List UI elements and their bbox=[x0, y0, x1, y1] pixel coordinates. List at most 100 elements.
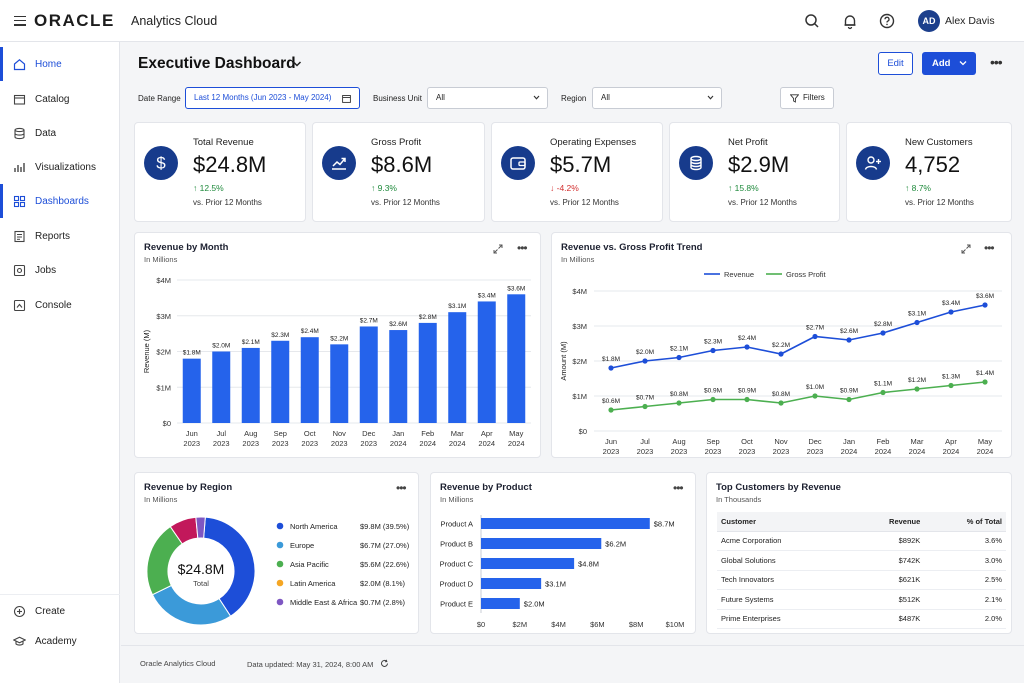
bar-value-label: $3.4M bbox=[478, 292, 496, 299]
card-subtitle: In Millions bbox=[144, 495, 178, 504]
x-tick-label: 2023 bbox=[242, 439, 259, 448]
bar bbox=[481, 538, 602, 549]
customer-revenue: $512K bbox=[851, 589, 925, 610]
column-header[interactable]: % of Total bbox=[924, 512, 1006, 532]
sidebar-item-dashboards[interactable]: Dashboards bbox=[0, 184, 120, 218]
more-options-icon[interactable]: ••• bbox=[396, 481, 407, 495]
kpi-change: ↓ -4.2% bbox=[550, 183, 579, 193]
y-tick-label: $3M bbox=[572, 322, 587, 331]
bar bbox=[389, 330, 408, 423]
data-point bbox=[710, 396, 716, 403]
kpi-change: ↑ 8.7% bbox=[905, 183, 931, 193]
more-options-icon[interactable]: ••• bbox=[517, 241, 528, 255]
table-row[interactable]: Global Solutions $742K 3.0% bbox=[717, 550, 1006, 571]
avatar[interactable]: AD bbox=[918, 10, 940, 32]
kpi-card-operating-expenses[interactable]: Operating Expenses $5.7M ↓ -4.2% vs. Pri… bbox=[491, 122, 663, 222]
filters-button[interactable]: Filters bbox=[780, 87, 834, 109]
top-customers-card: Top Customers by Revenue In Thousands Cu… bbox=[706, 472, 1012, 634]
point-value-label: $2.6M bbox=[840, 328, 858, 335]
more-options-icon[interactable]: ••• bbox=[990, 54, 1003, 70]
kpi-title: Gross Profit bbox=[371, 137, 422, 148]
data-point bbox=[812, 393, 818, 399]
x-tick-label: 2024 bbox=[977, 447, 994, 456]
x-tick-label: 2023 bbox=[739, 447, 756, 456]
x-tick-label: Nov bbox=[333, 429, 347, 438]
sidebar-item-data[interactable]: Data bbox=[0, 123, 120, 145]
region-select[interactable]: All bbox=[592, 87, 722, 109]
table-row[interactable]: Future Systems $512K 2.1% bbox=[717, 589, 1006, 610]
kpi-card-total-revenue[interactable]: $ Total Revenue $24.8M ↑ 12.5% vs. Prior… bbox=[134, 122, 306, 222]
sidebar-item-create[interactable]: Create bbox=[0, 601, 120, 623]
sidebar-item-visualizations[interactable]: Visualizations bbox=[0, 157, 120, 179]
data-point bbox=[676, 400, 682, 406]
more-options-icon[interactable]: ••• bbox=[673, 481, 684, 495]
expand-icon[interactable] bbox=[961, 244, 971, 254]
sidebar-item-home[interactable]: Home bbox=[0, 47, 120, 81]
dollar-icon: $ bbox=[144, 146, 178, 180]
bar-value-label: $3.6M bbox=[507, 285, 525, 292]
point-value-label: $2.3M bbox=[704, 339, 722, 346]
table-row[interactable]: Tech Innovators $621K 2.5% bbox=[717, 570, 1006, 590]
bar bbox=[477, 301, 496, 423]
sidebar-item-label: Create bbox=[35, 606, 66, 617]
top-header: ORACLE Analytics Cloud AD Alex Davis bbox=[0, 0, 1024, 42]
hamburger-menu-icon[interactable] bbox=[14, 13, 26, 29]
card-subtitle: In Millions bbox=[144, 255, 178, 264]
chevron-down-icon[interactable] bbox=[292, 60, 302, 68]
point-value-label: $3.4M bbox=[942, 300, 960, 307]
refresh-icon[interactable] bbox=[380, 659, 389, 668]
sidebar-item-reports[interactable]: Reports bbox=[0, 226, 120, 248]
table-row[interactable]: Prime Enterprises $487K 2.0% bbox=[717, 609, 1006, 629]
user-name[interactable]: Alex Davis bbox=[945, 15, 995, 27]
kpi-card-net-profit[interactable]: Net Profit $2.9M ↑ 15.8% vs. Prior 12 Mo… bbox=[669, 122, 840, 222]
kpi-comparison: vs. Prior 12 Months bbox=[371, 198, 440, 207]
kpi-card-new-customers[interactable]: New Customers 4,752 ↑ 8.7% vs. Prior 12 … bbox=[846, 122, 1012, 222]
search-icon[interactable] bbox=[803, 12, 821, 30]
date-range-value: Last 12 Months (Jun 2023 - May 2024) bbox=[194, 93, 332, 102]
x-tick-label: Apr bbox=[481, 429, 493, 438]
console-icon bbox=[13, 299, 26, 312]
revenue-profit-trend-chart: $0 $1M $2M $3M $4M Amount (M) Revenue Gross Pro… bbox=[559, 270, 1002, 456]
sidebar-item-academy[interactable]: Academy bbox=[0, 631, 120, 653]
customer-revenue: $742K bbox=[851, 550, 925, 571]
sidebar-item-label: Console bbox=[35, 300, 72, 311]
column-header[interactable]: Revenue bbox=[851, 512, 925, 532]
kpi-change: ↑ 9.3% bbox=[371, 183, 397, 193]
point-value-label: $1.8M bbox=[602, 356, 620, 363]
sidebar-item-label: Visualizations bbox=[35, 162, 96, 173]
customer-name: Prime Enterprises bbox=[717, 609, 851, 629]
column-header[interactable]: Customer bbox=[717, 512, 851, 532]
point-value-label: $2.7M bbox=[806, 325, 824, 332]
plus-circle-icon bbox=[13, 605, 26, 618]
business-unit-select[interactable]: All bbox=[427, 87, 548, 109]
chevron-down-icon bbox=[533, 95, 540, 100]
add-button[interactable]: Add bbox=[922, 52, 976, 75]
point-value-label: $0.9M bbox=[738, 388, 756, 395]
help-icon[interactable] bbox=[878, 12, 896, 30]
bell-icon[interactable] bbox=[841, 12, 859, 30]
kpi-card-gross-profit[interactable]: Gross Profit $8.6M ↑ 9.3% vs. Prior 12 M… bbox=[312, 122, 485, 222]
card-title: Revenue by Region bbox=[144, 482, 233, 493]
expand-icon[interactable] bbox=[493, 244, 503, 254]
sidebar-item-jobs[interactable]: Jobs bbox=[0, 260, 120, 282]
y-axis-label: Revenue (M) bbox=[142, 329, 151, 373]
sidebar-item-console[interactable]: Console bbox=[0, 295, 120, 317]
edit-button[interactable]: Edit bbox=[878, 52, 913, 75]
x-tick-label: Feb bbox=[421, 429, 434, 438]
customer-share: 3.0% bbox=[924, 550, 1006, 571]
more-options-icon[interactable]: ••• bbox=[984, 241, 995, 255]
table-row[interactable]: Acme Corporation $892K 3.6% bbox=[717, 531, 1006, 551]
bar bbox=[330, 344, 349, 423]
x-tick-label: 2023 bbox=[272, 439, 289, 448]
x-tick-label: 2023 bbox=[183, 439, 200, 448]
data-point bbox=[846, 337, 852, 343]
bar-value-label: $2.4M bbox=[301, 328, 319, 335]
page-title[interactable]: Executive Dashboard bbox=[138, 55, 296, 72]
revenue-profit-trend-card: Revenue vs. Gross Profit Trend In Millio… bbox=[551, 232, 1012, 458]
x-tick-label: 2024 bbox=[909, 447, 926, 456]
x-tick-label: 2024 bbox=[419, 439, 436, 448]
sidebar-item-catalog[interactable]: Catalog bbox=[0, 89, 120, 111]
x-tick-label: Feb bbox=[877, 437, 890, 446]
card-title: Revenue by Product bbox=[440, 482, 532, 493]
date-range-select[interactable]: Last 12 Months (Jun 2023 - May 2024) bbox=[185, 87, 360, 109]
